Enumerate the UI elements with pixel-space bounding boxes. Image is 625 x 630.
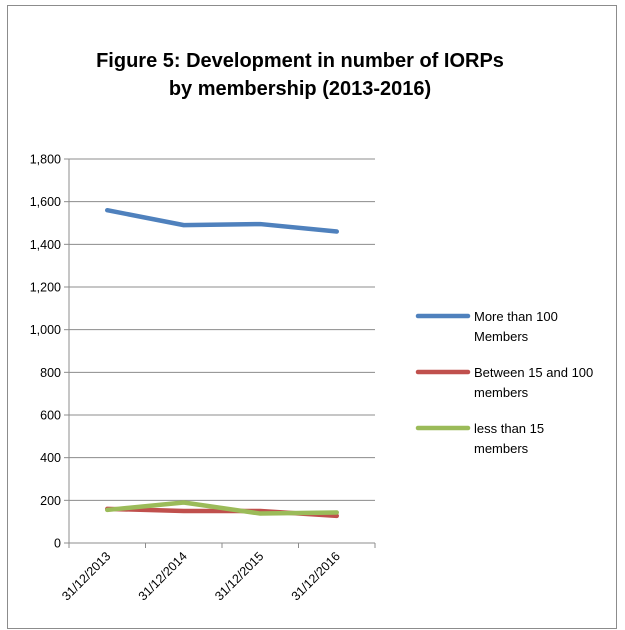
y-tick-label: 1,200: [30, 281, 61, 295]
chart-title-line-1: Figure 5: Development in number of IORPs: [96, 50, 504, 72]
y-axis-tick-labels: 0 200 400 600 800 1,000 1,200 1,400 1,600 1,800: [30, 153, 61, 551]
y-tick-label: 400: [40, 451, 61, 465]
legend-label-3: less than 15: [474, 421, 544, 436]
x-tick-label: 31/12/2013: [59, 549, 113, 603]
legend-label-1: More than 100: [474, 309, 558, 324]
y-tick-label: 1,800: [30, 153, 61, 167]
axes: [64, 158, 376, 548]
chart-frame: [7, 5, 617, 629]
series-line-3: [105, 500, 339, 516]
x-tick-label: 31/12/2016: [289, 549, 343, 603]
legend-label-3: members: [474, 441, 529, 456]
y-tick-label: 800: [40, 366, 61, 380]
x-axis-tick-labels: 31/12/2013 31/12/2014 31/12/2015 31/12/2016: [59, 549, 343, 603]
legend-label-2: members: [474, 385, 529, 400]
y-tick-label: 200: [40, 494, 61, 508]
y-tick-label: 600: [40, 409, 61, 423]
legend: More than 100 Members Between 15 and 100 me…: [415, 309, 593, 456]
gridlines: [69, 158, 375, 501]
series-lines: [105, 207, 339, 519]
y-tick-label: 1,400: [30, 238, 61, 252]
chart-title-line-2: by membership (2013-2016): [169, 78, 431, 100]
x-tick-label: 31/12/2015: [212, 549, 266, 603]
y-tick-label: 0: [54, 537, 61, 551]
series-line-1: [105, 207, 339, 234]
legend-label-2: Between 15 and 100: [474, 365, 593, 380]
y-tick-label: 1,000: [30, 323, 61, 337]
x-tick-label: 31/12/2014: [136, 549, 190, 603]
y-tick-label: 1,600: [30, 195, 61, 209]
legend-label-1: Members: [474, 329, 529, 344]
